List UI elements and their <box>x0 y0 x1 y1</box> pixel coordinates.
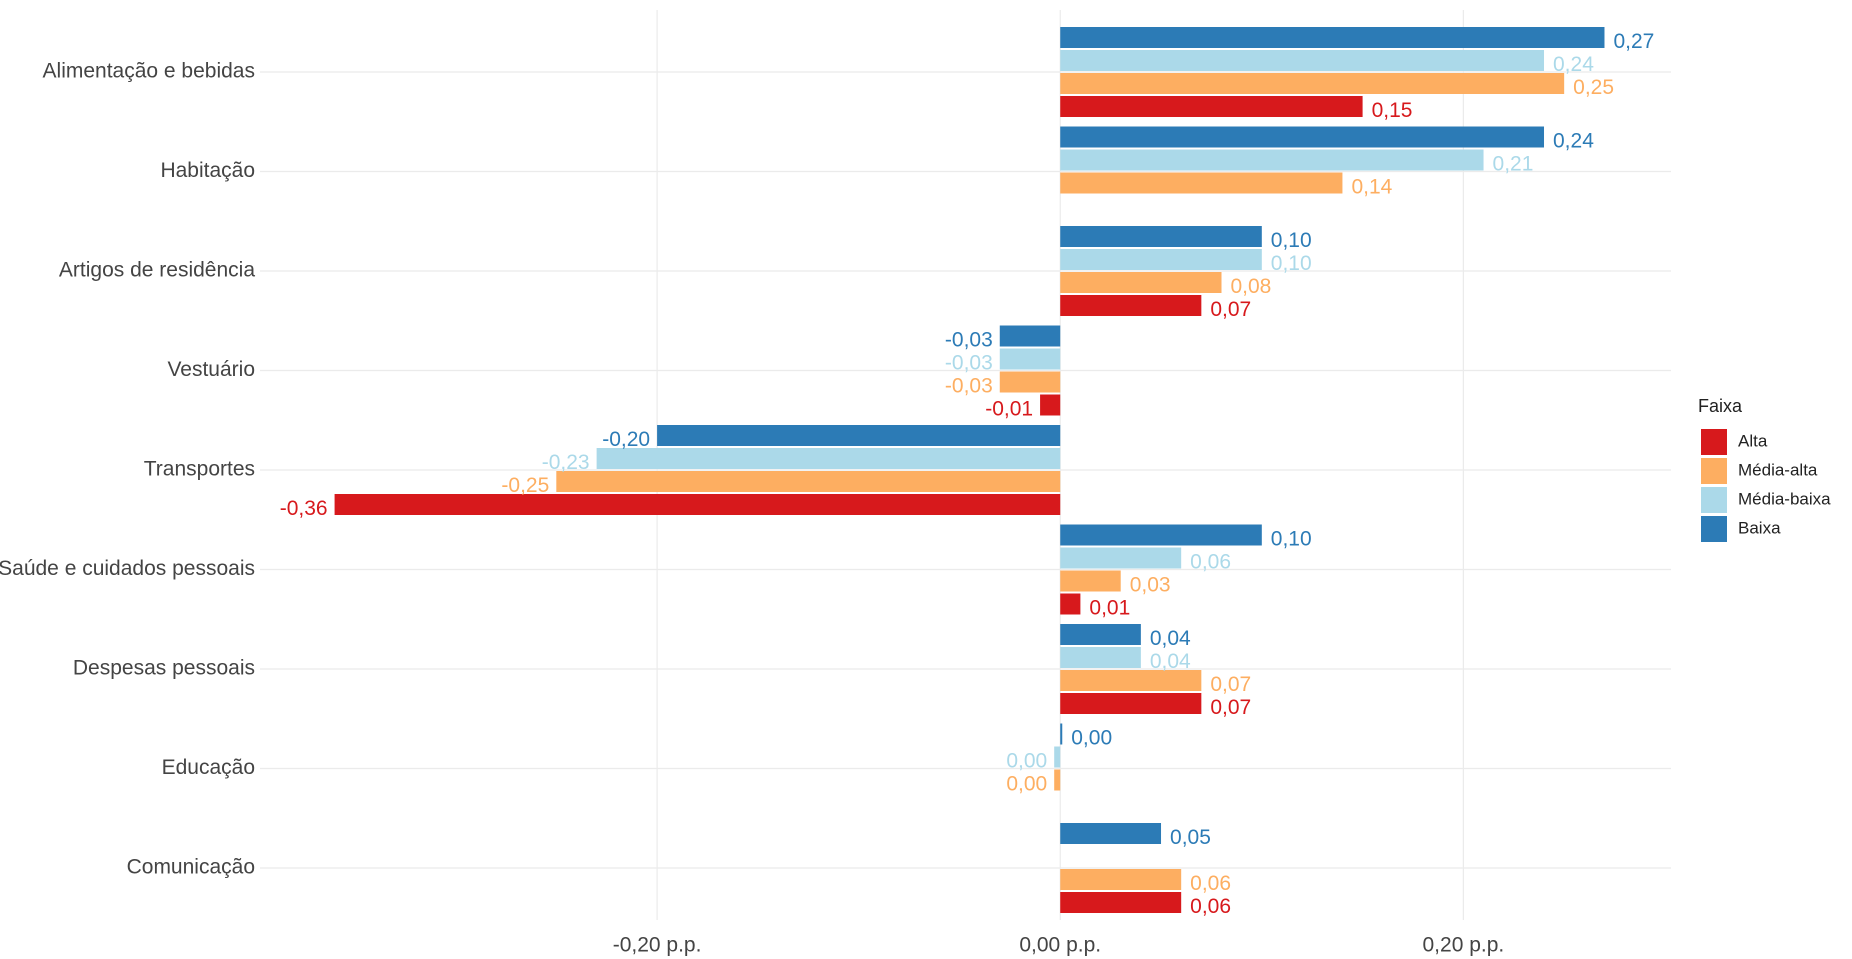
bar <box>1060 823 1162 844</box>
value-label: 0,04 <box>1150 627 1191 650</box>
bar <box>1060 524 1262 546</box>
bar <box>1040 394 1061 416</box>
legend-swatch <box>1701 458 1727 484</box>
bar <box>1060 869 1182 890</box>
value-label: 0,10 <box>1271 229 1312 252</box>
value-label: 0,10 <box>1271 528 1312 551</box>
y-tick-label: Educação <box>162 756 255 779</box>
value-label: 0,06 <box>1190 551 1231 574</box>
legend-label: Média-baixa <box>1738 489 1831 508</box>
bar <box>1060 96 1363 117</box>
bar <box>1060 126 1545 148</box>
value-label: -0,25 <box>501 474 549 497</box>
bar <box>1054 746 1061 768</box>
value-label: 0,08 <box>1230 275 1271 298</box>
y-tick-label: Artigos de residência <box>59 259 255 282</box>
bar <box>999 371 1061 393</box>
value-label: -0,36 <box>280 497 328 520</box>
value-label: 0,06 <box>1190 872 1231 895</box>
x-tick-label: 0,20 p.p. <box>1423 934 1505 957</box>
value-label: 0,06 <box>1190 895 1231 918</box>
y-tick-label: Alimentação e bebidas <box>43 60 255 83</box>
bar <box>596 448 1061 469</box>
bar <box>1060 272 1222 293</box>
value-label: 0,07 <box>1210 696 1251 719</box>
legend-label: Baixa <box>1738 518 1781 537</box>
bar <box>1060 670 1202 691</box>
y-tick-label: Vestuário <box>167 358 255 381</box>
y-tick-label: Saúde e cuidados pessoais <box>0 557 255 580</box>
legend-label: Média-alta <box>1738 460 1818 479</box>
bar <box>556 471 1061 492</box>
value-label: 0,00 <box>1071 727 1112 750</box>
y-tick-label: Despesas pessoais <box>73 657 255 680</box>
bar <box>1060 624 1141 645</box>
value-label: 0,00 <box>1006 750 1047 773</box>
bar <box>999 348 1061 370</box>
bar <box>1060 295 1202 316</box>
value-label: 0,10 <box>1271 252 1312 275</box>
value-label: 0,14 <box>1351 176 1392 199</box>
bar <box>999 325 1061 347</box>
legend-title: Faixa <box>1698 396 1743 416</box>
y-tick-label: Habitação <box>160 159 255 182</box>
value-label: 0,04 <box>1150 650 1191 673</box>
bar <box>1060 27 1605 48</box>
bar <box>1060 723 1063 745</box>
value-label: 0,24 <box>1553 130 1594 153</box>
value-label: 0,27 <box>1613 30 1654 53</box>
bar <box>1060 892 1182 913</box>
value-label: 0,15 <box>1372 99 1413 122</box>
bar <box>334 494 1061 515</box>
y-tick-label: Comunicação <box>127 856 255 879</box>
value-label: 0,07 <box>1210 298 1251 321</box>
bar <box>1060 149 1484 171</box>
value-label: 0,07 <box>1210 673 1251 696</box>
value-label: 0,01 <box>1089 597 1130 620</box>
value-label: 0,21 <box>1493 153 1534 176</box>
bar <box>1054 769 1061 791</box>
value-label: 0,24 <box>1553 53 1594 76</box>
bar <box>1060 249 1262 270</box>
x-tick-label: 0,00 p.p. <box>1019 934 1101 957</box>
bar <box>1060 50 1545 71</box>
bar <box>1060 593 1081 615</box>
bar <box>657 425 1061 446</box>
value-label: -0,03 <box>945 329 993 352</box>
value-label: -0,03 <box>945 375 993 398</box>
bar <box>1060 693 1202 714</box>
value-label: -0,23 <box>542 451 590 474</box>
value-label: 0,25 <box>1573 76 1614 99</box>
value-label: 0,00 <box>1006 773 1047 796</box>
bar <box>1060 547 1182 569</box>
bar <box>1060 647 1141 668</box>
value-label: 0,05 <box>1170 826 1211 849</box>
x-tick-label: -0,20 p.p. <box>613 934 702 957</box>
value-label: -0,20 <box>602 428 650 451</box>
value-label: 0,03 <box>1130 574 1171 597</box>
legend-label: Alta <box>1738 431 1768 450</box>
legend-swatch <box>1701 429 1727 455</box>
legend-swatch <box>1701 516 1727 542</box>
value-label: -0,03 <box>945 352 993 375</box>
bar <box>1060 172 1343 194</box>
y-tick-label: Transportes <box>144 458 255 481</box>
value-label: -0,01 <box>985 398 1033 421</box>
bar <box>1060 73 1565 94</box>
bar <box>1060 570 1121 592</box>
bar <box>1060 226 1262 247</box>
legend-swatch <box>1701 487 1727 513</box>
